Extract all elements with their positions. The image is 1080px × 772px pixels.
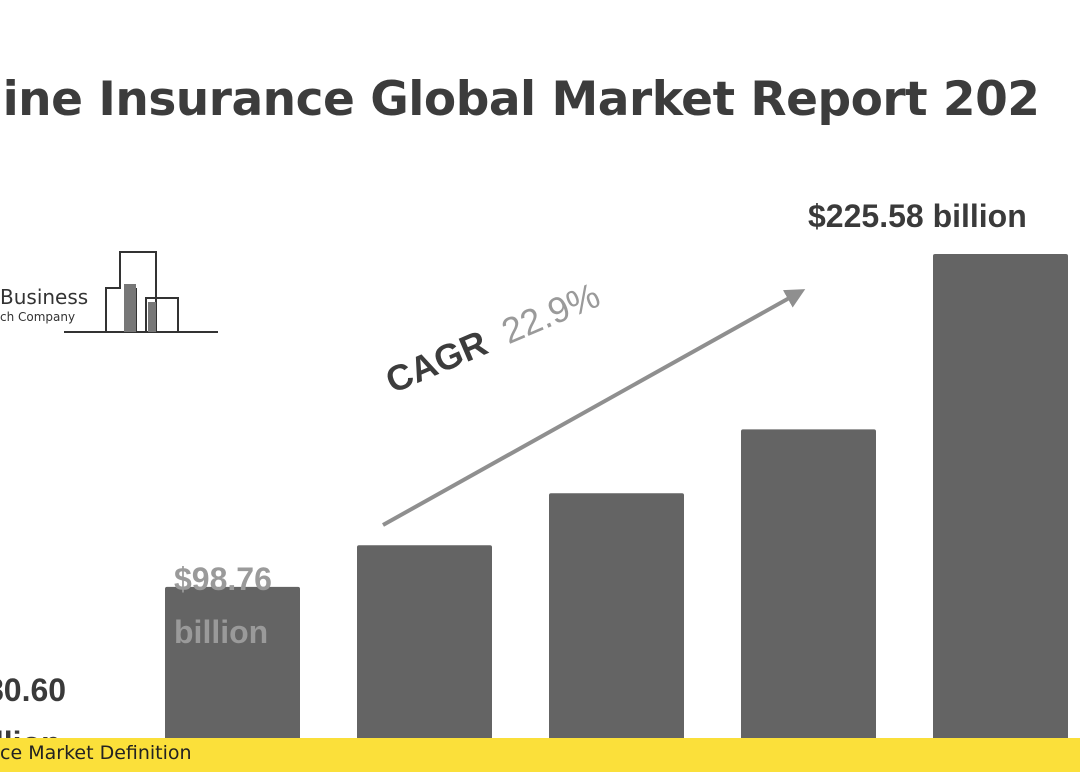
bar-4 bbox=[741, 429, 876, 772]
chart-title: nline Insurance Global Market Report 202 bbox=[0, 72, 1040, 127]
building-logo-icon bbox=[64, 251, 218, 333]
bar-2 bbox=[357, 545, 492, 772]
footer-band: nce Market Definition bbox=[0, 738, 1080, 772]
bar-1 bbox=[165, 586, 300, 772]
growth-arrow bbox=[382, 289, 806, 527]
footer-section-title[interactable]: nce Market Definition bbox=[0, 742, 192, 764]
value-label-second: $98.76 billion bbox=[174, 561, 272, 650]
bar-5 bbox=[933, 254, 1068, 772]
bar-3 bbox=[549, 493, 684, 772]
bar-series bbox=[165, 254, 1068, 772]
logo-name: Business bbox=[0, 285, 89, 309]
value-label-last: $225.58 billion bbox=[808, 198, 1027, 234]
logo-tagline: ch Company bbox=[0, 310, 76, 324]
